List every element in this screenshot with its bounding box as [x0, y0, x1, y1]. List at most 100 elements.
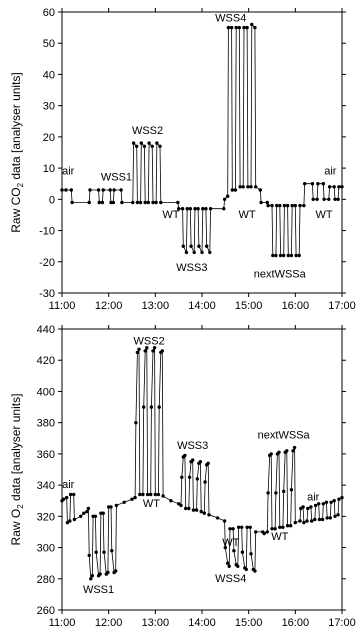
- data-point: [325, 516, 329, 520]
- data-point: [100, 200, 105, 205]
- data-point: [332, 499, 336, 503]
- annotation-label: WT: [162, 209, 179, 221]
- data-point: [137, 347, 141, 351]
- data-point: [158, 144, 162, 148]
- data-point: [254, 185, 258, 189]
- y-tick-label: 340: [37, 480, 55, 492]
- data-point: [87, 200, 91, 205]
- data-point: [169, 499, 173, 503]
- annotation-label: WT: [143, 498, 160, 510]
- data-point: [85, 509, 89, 514]
- data-point: [253, 569, 257, 573]
- data-point: [122, 500, 126, 504]
- data-point: [281, 525, 285, 529]
- data-point: [285, 449, 289, 453]
- data-point: [147, 141, 151, 145]
- data-point: [208, 207, 213, 211]
- data-point: [199, 509, 203, 514]
- data-point: [143, 200, 147, 205]
- data-point: [94, 550, 98, 554]
- data-point: [152, 346, 157, 350]
- data-point: [249, 185, 253, 189]
- data-point: [229, 25, 234, 30]
- data-point: [303, 182, 307, 186]
- data-point: [236, 564, 240, 568]
- data-point: [120, 200, 124, 205]
- data-point: [98, 572, 102, 576]
- data-point: [200, 250, 204, 255]
- data-point: [317, 502, 321, 506]
- data-point: [286, 253, 290, 258]
- x-tick-label: 15:00: [235, 300, 263, 312]
- annotation-label: nextWSSa: [254, 268, 307, 280]
- data-point: [106, 570, 110, 575]
- data-point: [293, 520, 297, 525]
- data-point: [266, 203, 270, 208]
- data-point: [180, 207, 185, 211]
- data-point: [340, 495, 344, 500]
- data-point: [139, 141, 143, 145]
- data-point: [238, 185, 242, 189]
- data-point: [269, 452, 273, 456]
- data-point: [149, 492, 153, 497]
- data-point: [79, 514, 83, 518]
- x-tick-label: 11:00: [49, 617, 76, 629]
- y-tick-label: -30: [39, 288, 55, 300]
- data-point: [61, 497, 66, 501]
- data-point: [336, 513, 340, 517]
- data-point: [153, 492, 157, 497]
- data-point: [195, 477, 199, 481]
- data-point: [236, 525, 241, 529]
- data-point: [317, 517, 322, 522]
- data-point: [278, 525, 282, 529]
- data-point: [201, 207, 205, 211]
- data-point: [289, 524, 293, 528]
- data-point: [204, 207, 208, 211]
- data-point: [151, 200, 155, 205]
- data-point: [191, 458, 195, 462]
- x-tick-label: 11:00: [49, 300, 76, 312]
- data-point: [322, 197, 326, 201]
- y-axis-label-part: Raw O: [9, 509, 23, 546]
- x-tick-label: 13:00: [142, 617, 170, 629]
- data-point: [298, 519, 302, 523]
- y-tick-label: 420: [37, 355, 55, 367]
- y-tick-label: -10: [39, 226, 55, 238]
- data-point: [179, 503, 183, 508]
- data-point: [262, 531, 266, 536]
- data-point: [135, 200, 140, 205]
- data-point: [157, 405, 161, 409]
- data-point: [337, 185, 341, 189]
- data-point: [65, 520, 70, 525]
- y-tick-label: 260: [37, 605, 55, 617]
- data-point: [321, 502, 325, 506]
- data-point: [184, 250, 189, 255]
- data-point: [327, 185, 332, 189]
- y-axis-label-subscript: 2: [16, 504, 25, 509]
- data-point: [161, 494, 165, 498]
- data-point: [142, 405, 146, 409]
- data-point: [292, 445, 297, 450]
- data-point: [82, 511, 86, 515]
- y-tick-label: 30: [43, 101, 55, 113]
- data-point: [70, 200, 74, 205]
- data-point: [230, 188, 234, 192]
- data-point: [188, 207, 192, 211]
- data-point: [143, 349, 147, 353]
- data-point: [226, 25, 231, 30]
- data-point: [193, 207, 197, 211]
- x-tick-label: 14:00: [188, 617, 216, 629]
- data-point: [270, 203, 274, 208]
- data-point: [324, 500, 329, 504]
- data-point: [131, 141, 136, 145]
- data-point: [156, 492, 161, 497]
- data-point: [333, 514, 337, 518]
- data-point: [254, 530, 258, 534]
- data-point: [198, 460, 203, 464]
- data-point: [278, 203, 282, 208]
- data-point: [302, 520, 306, 525]
- data-point: [194, 508, 199, 512]
- data-point: [149, 405, 154, 409]
- data-point: [197, 244, 201, 248]
- y-tick-label: 360: [37, 449, 55, 461]
